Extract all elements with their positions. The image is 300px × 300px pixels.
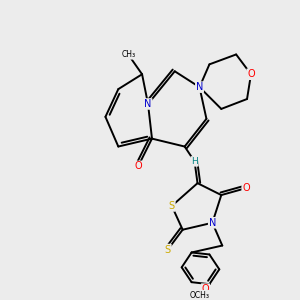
- Text: O: O: [202, 284, 209, 294]
- Text: O: O: [247, 69, 255, 79]
- Text: N: N: [196, 82, 203, 92]
- Text: O: O: [242, 183, 250, 193]
- Text: OCH₃: OCH₃: [190, 291, 209, 300]
- Text: H: H: [191, 157, 198, 166]
- Text: O: O: [134, 161, 142, 171]
- Text: N: N: [209, 218, 216, 228]
- Text: CH₃: CH₃: [121, 50, 135, 59]
- Text: N: N: [144, 99, 152, 109]
- Text: S: S: [169, 201, 175, 211]
- Text: S: S: [165, 244, 171, 254]
